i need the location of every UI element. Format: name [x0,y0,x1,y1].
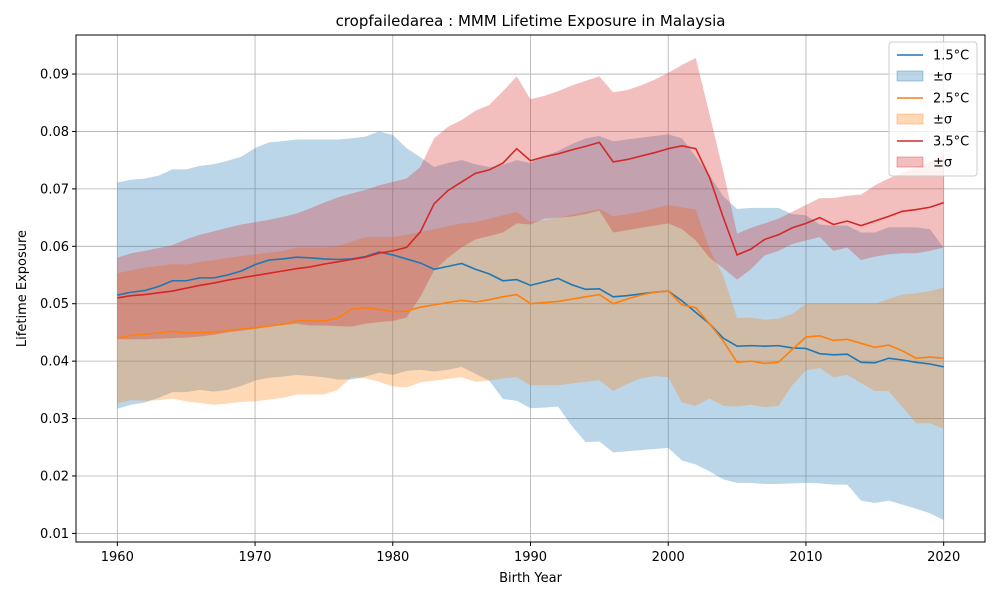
legend-band-label: ±σ [933,70,952,85]
y-tick-label: 0.09 [40,68,69,83]
y-tick-label: 0.02 [40,469,69,484]
y-tick-label: 0.07 [40,182,69,197]
legend-band-label: ±σ [933,156,952,171]
legend-label: 1.5°C [933,49,969,64]
x-tick-label: 2000 [652,550,685,565]
chart-title: cropfailedarea : MMM Lifetime Exposure i… [336,12,726,30]
legend-box [888,41,978,177]
legend-band-label: ±σ [933,113,952,128]
y-tick-label: 0.06 [40,240,69,255]
grid [76,35,985,542]
legend-label: 3.5°C [933,135,969,150]
x-tick-label: 2010 [789,550,822,565]
band-series-1 [117,131,944,521]
legend-band-swatch [896,156,924,168]
legend-band-swatch [896,113,924,125]
y-tick-label: 0.01 [40,527,69,542]
legend: 1.5°C ±σ 2.5°C ±σ 3.5°C ±σ [888,41,978,177]
band-series-2 [117,204,944,429]
x-tick-label: 1980 [376,550,409,565]
legend-band-swatch [896,70,924,82]
x-tick-label: 1960 [101,550,134,565]
x-axis-label: Birth Year [499,571,563,586]
line-series-3 [117,141,944,299]
axis-ticks: 1960 1970 1980 1990 2000 2010 2020 0.01 0.02 0.03… [40,68,960,565]
legend-label: 2.5°C [933,92,969,107]
y-tick-label: 0.03 [40,412,69,427]
x-tick-label: 1990 [514,550,547,565]
uncertainty-bands [117,57,944,521]
y-tick-label: 0.04 [40,355,69,370]
y-axis-label: Lifetime Exposure [15,230,30,347]
line-series-2 [117,290,944,365]
x-tick-label: 1970 [238,550,271,565]
series-lines [117,141,944,368]
y-tick-label: 0.08 [40,125,69,140]
y-tick-label: 0.05 [40,297,69,312]
line-series-1 [117,251,944,368]
band-series-3 [117,57,944,340]
x-tick-label: 2020 [927,550,960,565]
